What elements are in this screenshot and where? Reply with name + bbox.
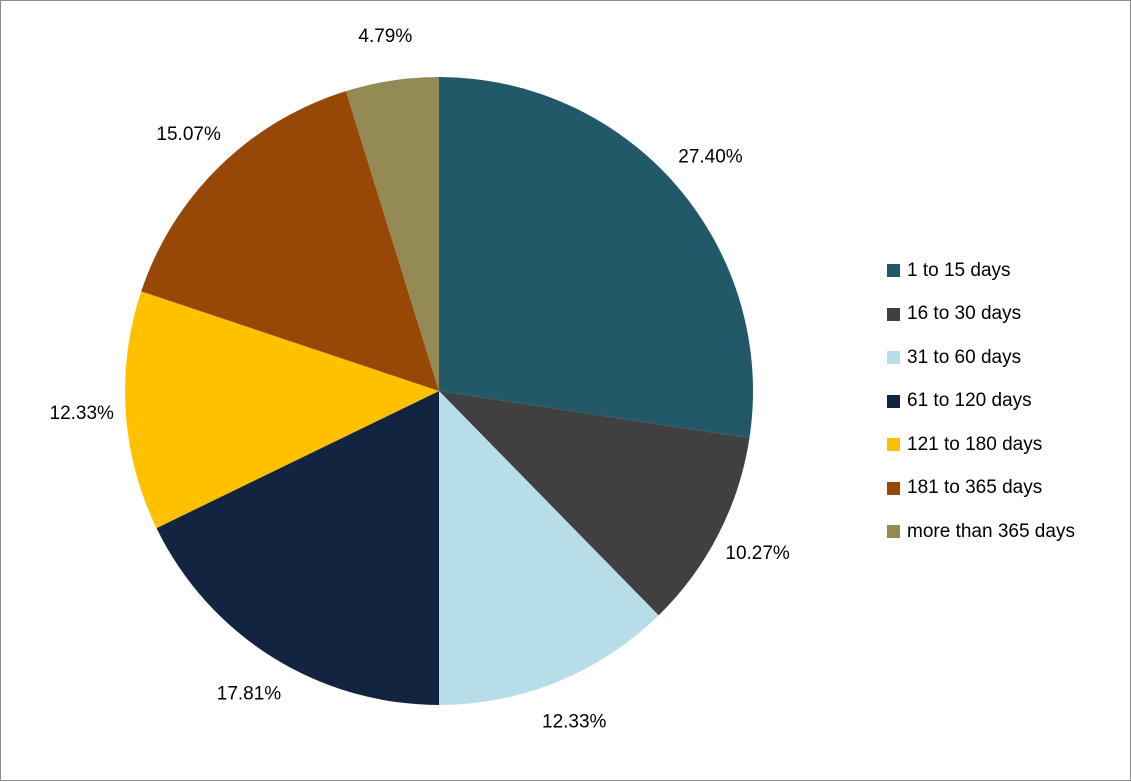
legend-item-181-to-365-days: 181 to 365 days <box>887 467 1127 511</box>
legend-label: 121 to 180 days <box>907 433 1043 455</box>
data-label-61-to-120-days: 17.81% <box>217 683 282 704</box>
legend-item-more-than-365-days: more than 365 days <box>887 510 1127 554</box>
pie-slice-181-to-365-days <box>141 91 439 392</box>
legend-label: 31 to 60 days <box>907 346 1022 368</box>
legend-swatch <box>887 264 900 278</box>
legend-label: 1 to 15 days <box>907 259 1011 281</box>
legend-label: 181 to 365 days <box>907 477 1043 499</box>
legend-label: more than 365 days <box>907 520 1075 542</box>
legend: 1 to 15 days 16 to 30 days 31 to 60 days… <box>887 249 1127 554</box>
pie-slice-more-than-365-days <box>345 77 439 391</box>
legend-swatch <box>887 307 900 321</box>
legend-item-16-to-30-days: 16 to 30 days <box>887 293 1127 337</box>
data-label-more-than-365-days: 4.79% <box>358 26 412 47</box>
data-label-121-to-180-days: 12.33% <box>50 403 115 424</box>
pie-slices <box>124 77 754 705</box>
legend-swatch <box>887 394 900 408</box>
data-label-1-to-15-days: 27.40% <box>678 147 743 168</box>
legend-item-61-to-120-days: 61 to 120 days <box>887 380 1127 424</box>
data-label-181-to-365-days: 15.07% <box>156 124 221 145</box>
pie-slice-16-to-30-days <box>439 391 750 616</box>
legend-swatch <box>887 525 900 539</box>
pie-data-labels: 27.40% 10.27% 12.33% 17.81% 12.33% 15.07% 4.79… <box>50 26 790 732</box>
pie-slice-1-to-15-days <box>439 77 754 439</box>
pie-slice-121-to-180-days <box>124 291 439 529</box>
legend-swatch <box>887 481 900 495</box>
legend-item-1-to-15-days: 1 to 15 days <box>887 249 1127 293</box>
legend-swatch <box>887 438 900 452</box>
data-label-16-to-30-days: 10.27% <box>725 543 790 564</box>
pie-slice-61-to-120-days <box>156 391 440 705</box>
legend-item-31-to-60-days: 31 to 60 days <box>887 336 1127 380</box>
legend-item-121-to-180-days: 121 to 180 days <box>887 423 1127 467</box>
pie-slice-31-to-60-days <box>439 391 659 705</box>
legend-swatch <box>887 351 900 365</box>
data-label-31-to-60-days: 12.33% <box>542 711 607 732</box>
legend-label: 61 to 120 days <box>907 390 1032 412</box>
legend-label: 16 to 30 days <box>907 303 1022 325</box>
